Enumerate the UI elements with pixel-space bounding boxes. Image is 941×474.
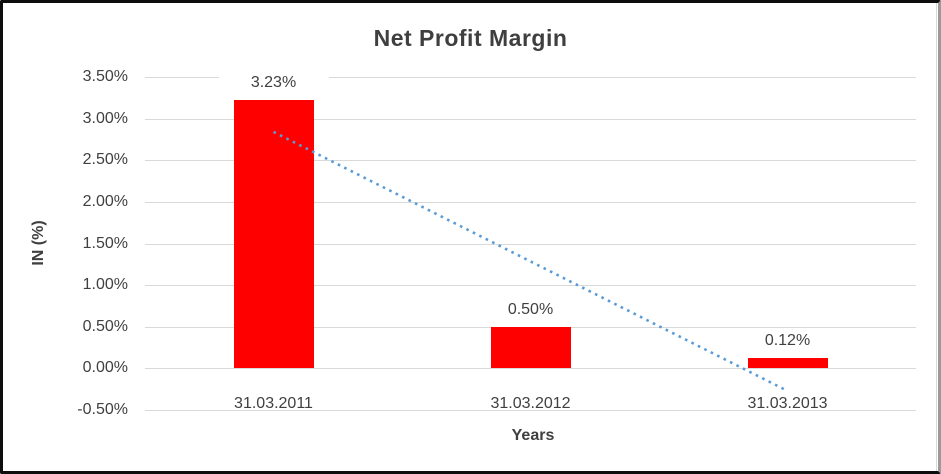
- bar-31.03.2013[interactable]: [747, 358, 828, 369]
- bar-data-label: 3.23%: [218, 72, 329, 92]
- y-tick-label: 3.50%: [82, 68, 128, 85]
- y-tick-label: 3.00%: [82, 109, 128, 127]
- bar-31.03.2012[interactable]: [490, 326, 571, 369]
- chart-title: Net Profit Margin: [373, 25, 568, 51]
- gridline--0.50%: [145, 410, 916, 411]
- gridline-2.50%: [145, 160, 916, 162]
- gridline-1.00%: [145, 285, 916, 287]
- y-tick-label: 0.00%: [82, 359, 128, 377]
- gridline-0.00%: [145, 368, 916, 370]
- y-tick-label: 0.50%: [82, 317, 128, 335]
- bar-data-label: 0.50%: [475, 299, 586, 319]
- gridline-1.50%: [145, 243, 916, 245]
- y-tick-label: 2.00%: [82, 192, 128, 210]
- y-tick-label: 2.50%: [82, 151, 128, 169]
- bar-data-label: 0.12%: [732, 331, 843, 351]
- x-category-label: 31.03.2011: [234, 395, 313, 412]
- gridline-2.00%: [145, 201, 916, 203]
- chart-right-edge: [936, 3, 937, 471]
- trendline[interactable]: [3, 3, 938, 471]
- gridline-3.00%: [145, 118, 916, 120]
- y-tick-label: 1.50%: [82, 234, 128, 252]
- x-axis-title: Years: [511, 427, 555, 444]
- y-tick-label: 1.00%: [82, 276, 128, 294]
- y-tick-label: -0.50%: [77, 401, 128, 418]
- gridline-3.50%: [145, 77, 916, 78]
- x-category-label: 31.03.2012: [490, 395, 571, 412]
- x-category-label: 31.03.2013: [747, 395, 828, 412]
